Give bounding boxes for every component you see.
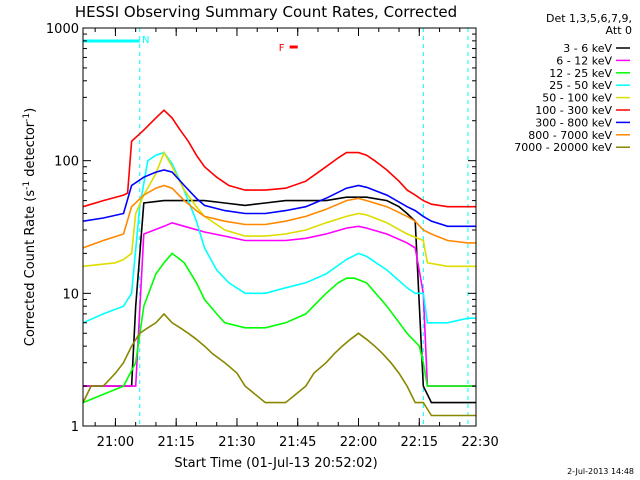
legend-label-3: 12 - 25 keV [549, 67, 612, 80]
legend-label-6: 100 - 300 keV [535, 104, 612, 117]
legend-header-2: Att 0 [606, 24, 632, 37]
legend-label-7: 300 - 800 keV [535, 116, 612, 129]
y-axis-label-end: ) [23, 108, 38, 113]
y-axis-label-main: Corrected Count Rate (s [23, 190, 38, 347]
legend-label-1: 3 - 6 keV [563, 42, 612, 55]
annotation-label-n: N [142, 35, 149, 46]
series-line-3 [82, 252, 476, 404]
plot-frame [82, 27, 477, 427]
y-axis-label-mid: detector [23, 121, 38, 181]
y-tick-label-0: 1 [71, 420, 79, 435]
annotation-label-f: F [279, 43, 285, 54]
series-line-9 [82, 312, 476, 417]
series-line-8 [82, 184, 476, 249]
x-tick-label-0: 21:00 [97, 435, 134, 450]
x-tick-label-4: 22:00 [340, 435, 377, 450]
x-tick-label-1: 21:15 [157, 435, 194, 450]
x-tick-label-5: 22:15 [401, 435, 438, 450]
y-axis-label-sup1: -1 [22, 181, 32, 190]
legend-label-9: 7000 - 20000 keV [514, 141, 612, 154]
legend-label-4: 25 - 50 keV [549, 79, 612, 92]
series-line-1 [83, 196, 476, 404]
x-axis: 21:00 21:15 21:30 21:45 22:00 22:15 22:30 [94, 28, 499, 450]
x-axis-label: Start Time (01-Jul-13 20:52:02) [174, 456, 377, 471]
series-line-4 [82, 151, 476, 324]
legend-label-2: 6 - 12 keV [556, 54, 612, 67]
y-tick-label-2: 100 [54, 155, 79, 170]
y-axis-label-sup2: -1 [22, 113, 32, 122]
legend-label-5: 50 - 100 keV [542, 92, 612, 105]
x-tick-label-6: 22:30 [461, 435, 498, 450]
legend-label-8: 800 - 7000 keV [528, 129, 612, 142]
x-tick-label-2: 21:30 [218, 435, 255, 450]
series-line-6 [82, 109, 476, 208]
x-tick-label-3: 21:45 [279, 435, 316, 450]
legend-header-1: Det 1,3,5,6,7,9, [546, 12, 632, 25]
date-stamp: 2-Jul-2013 14:48 [567, 467, 634, 476]
y-axis-label: Corrected Count Rate (s-1 detector-1) [22, 108, 38, 346]
series-line-5 [82, 150, 476, 268]
y-tick-label-1: 10 [62, 287, 79, 302]
y-tick-label-3: 1000 [46, 22, 79, 37]
series-line-7 [82, 169, 476, 228]
y-axis: 1 10 100 1000 [46, 22, 476, 435]
plot-area: NF [82, 28, 476, 426]
chart-title: HESSI Observing Summary Count Rates, Cor… [75, 3, 457, 21]
